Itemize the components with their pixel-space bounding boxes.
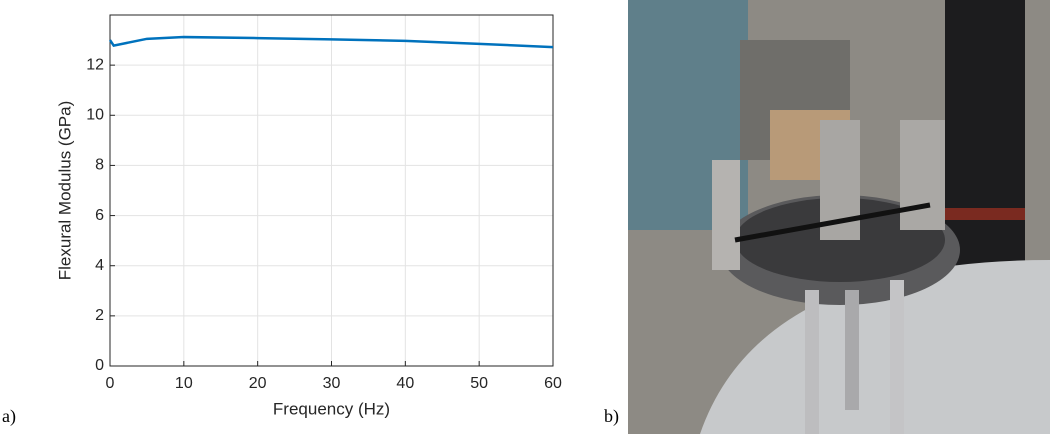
x-tick-label: 0 (106, 375, 115, 392)
x-tick-label: 30 (323, 375, 341, 392)
x-tick-label: 10 (175, 375, 193, 392)
y-tick-label: 12 (86, 56, 104, 73)
x-tick-label: 40 (396, 375, 414, 392)
y-tick-label: 0 (95, 357, 104, 374)
photo (628, 0, 1050, 434)
x-tick-label: 20 (249, 375, 267, 392)
x-tick-label: 60 (544, 375, 562, 392)
panel-label: a) (2, 406, 16, 427)
y-tick-label: 2 (95, 307, 104, 324)
plot-frame (109, 14, 554, 367)
y-tick-label: 8 (95, 157, 104, 174)
panel-label: b) (604, 406, 619, 427)
data-line (108, 35, 554, 49)
x-axis-label: Frequency (Hz) (273, 399, 390, 418)
x-tick-label: 50 (470, 375, 488, 392)
y-tick-label: 10 (86, 107, 104, 124)
y-axis-label: Flexural Modulus (GPa) (55, 101, 74, 281)
y-tick-label: 6 (95, 207, 104, 224)
y-tick-label: 4 (95, 257, 104, 274)
